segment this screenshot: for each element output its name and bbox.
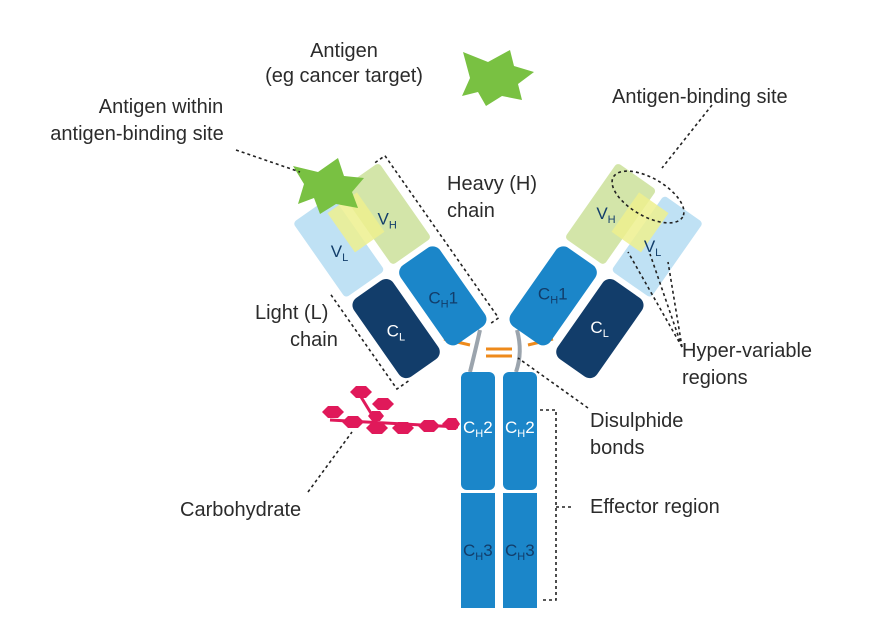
left-light-variable (294, 196, 384, 297)
sugar-unit (392, 422, 414, 434)
right-light-variable (612, 196, 702, 297)
sugar-unit (418, 420, 440, 432)
antigen-label: Antigen (310, 40, 378, 62)
ch3-label-left: CH3 (463, 541, 493, 563)
effector-region-label: Effector region (590, 496, 720, 518)
right-vl-label: VL (644, 237, 661, 259)
antigen-within-sub-label: antigen-binding site (50, 123, 223, 145)
heavy-chain-label: Heavy (H) (447, 173, 537, 195)
light-chain-sub-label: chain (290, 329, 338, 351)
left-heavy-variable (340, 164, 430, 264)
binding-site-label: Antigen-binding site (612, 86, 788, 108)
hypervariable-sub-label: regions (682, 367, 748, 389)
carbohydrate-label: Carbohydrate (180, 499, 301, 521)
left-cl-label: CL (387, 321, 405, 343)
bound-antigen (293, 158, 364, 214)
right-hypervariable-region (611, 192, 669, 253)
ch2-domain-left (461, 372, 495, 490)
disulphide-label: Disulphide (590, 410, 683, 432)
left-vl-label: VL (331, 242, 348, 264)
right-ch1-label: CH1 (538, 285, 568, 307)
ch2-label-left: CH2 (463, 418, 493, 440)
sugar-unit (366, 422, 388, 434)
hypervariable-label: Hyper-variable (682, 340, 812, 362)
right-light-constant (556, 279, 644, 379)
left-ch1-label: CH1 (428, 289, 458, 311)
sugar-unit (322, 406, 344, 418)
ch3-domain-left (461, 493, 495, 608)
right-cl-label: CL (590, 318, 608, 340)
left-hypervariable-region (327, 192, 385, 253)
free-antigen (462, 50, 534, 106)
right-heavy-constant (509, 246, 597, 346)
sugar-unit (368, 411, 384, 421)
left-arm: VL VH CL CH1 (294, 154, 500, 391)
stem: CH2 CH2 CH3 CH3 (461, 372, 537, 608)
right-arm: VH VL CH1 CL (509, 164, 702, 379)
right-heavy-variable (566, 164, 656, 264)
leader-lines (235, 104, 713, 601)
heavy-chain-sub-label: chain (447, 200, 495, 222)
light-chain-label: Light (L) (255, 302, 328, 324)
ch3-domain-right (503, 493, 537, 608)
carbohydrate-chain (322, 386, 460, 434)
right-vh-label: VH (596, 204, 615, 226)
antigen-sub-label: (eg cancer target) (265, 65, 423, 87)
hinge-region (468, 329, 522, 373)
antigen-within-label: Antigen within (99, 96, 224, 118)
ch3-label-right: CH3 (505, 541, 535, 563)
sugar-unit (372, 398, 394, 410)
sugar-unit (442, 418, 460, 430)
left-heavy-constant (399, 246, 487, 346)
sugar-unit (350, 386, 372, 398)
ch2-label-right: CH2 (505, 418, 535, 440)
left-vh-label: VH (377, 210, 396, 232)
left-light-constant (352, 279, 440, 379)
disulphide-sub-label: bonds (590, 437, 645, 459)
sugar-unit (342, 416, 364, 428)
ch2-domain-right (503, 372, 537, 490)
